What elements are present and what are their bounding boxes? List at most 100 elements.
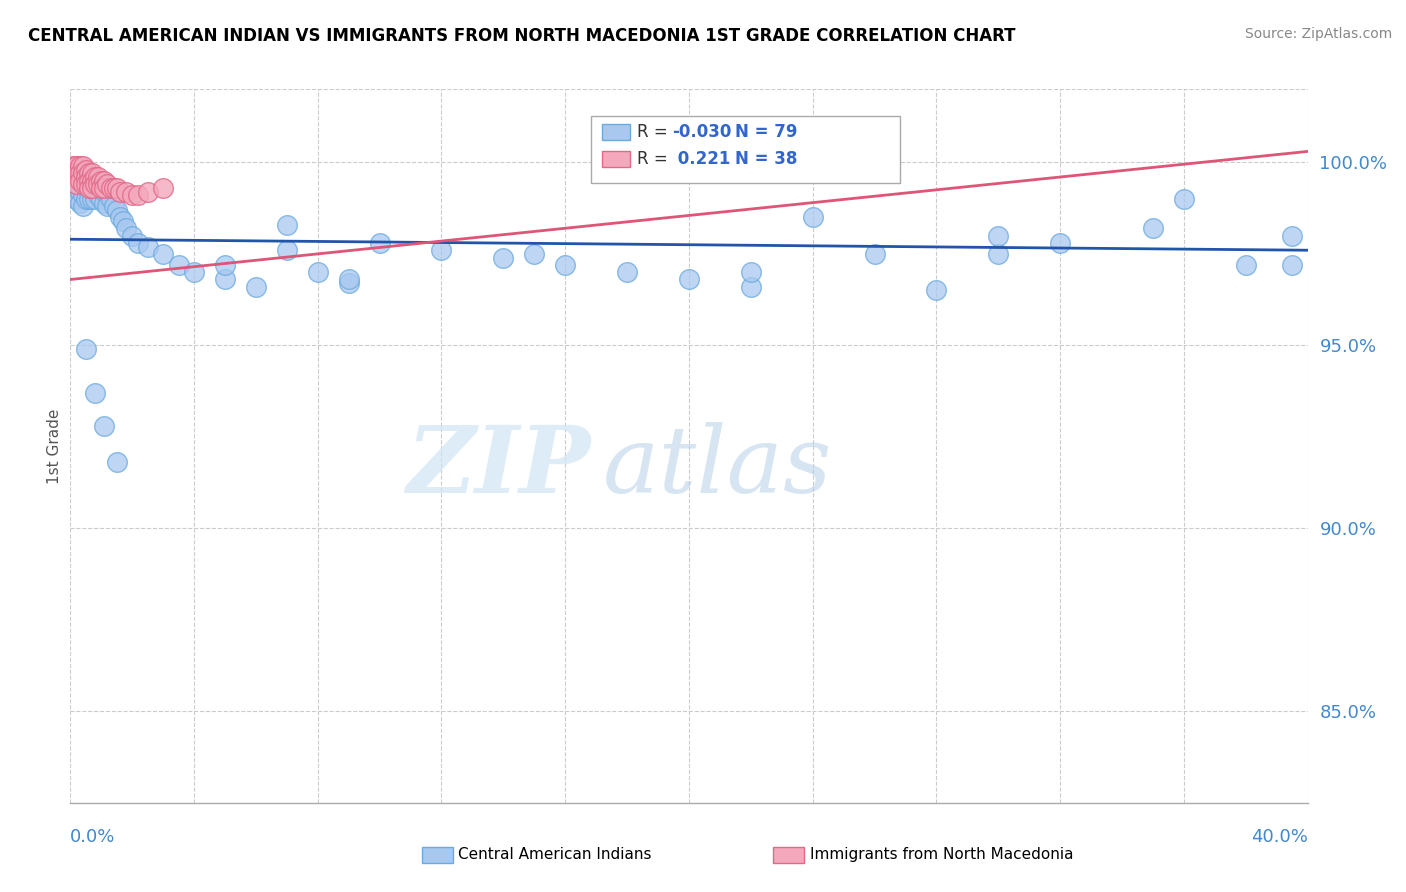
Point bbox=[84, 169, 107, 184]
Point bbox=[245, 280, 267, 294]
Point bbox=[523, 247, 546, 261]
Point bbox=[127, 188, 149, 202]
Text: 0.221: 0.221 bbox=[672, 150, 731, 168]
Point bbox=[337, 272, 360, 286]
Point bbox=[65, 192, 87, 206]
Point bbox=[127, 235, 149, 250]
Point bbox=[69, 185, 91, 199]
Point bbox=[75, 169, 97, 184]
Point bbox=[96, 199, 118, 213]
Point bbox=[62, 169, 84, 184]
Text: R =: R = bbox=[637, 123, 673, 141]
Point bbox=[1142, 221, 1164, 235]
Point bbox=[69, 174, 91, 188]
Point bbox=[103, 181, 125, 195]
Point bbox=[80, 192, 103, 206]
Point bbox=[152, 247, 174, 261]
Point bbox=[96, 188, 118, 202]
Point bbox=[1281, 228, 1303, 243]
Point bbox=[96, 178, 118, 192]
Point bbox=[80, 181, 103, 195]
Point bbox=[276, 244, 298, 258]
Text: N = 38: N = 38 bbox=[735, 150, 797, 168]
Point bbox=[65, 181, 87, 195]
Point bbox=[616, 265, 638, 279]
Point bbox=[90, 174, 112, 188]
Point bbox=[105, 202, 128, 217]
Point bbox=[75, 162, 97, 177]
Point bbox=[87, 178, 110, 192]
Point bbox=[80, 174, 103, 188]
Point bbox=[1049, 235, 1071, 250]
Point bbox=[77, 181, 100, 195]
Point bbox=[115, 185, 138, 199]
Point bbox=[72, 188, 94, 202]
Text: Source: ZipAtlas.com: Source: ZipAtlas.com bbox=[1244, 27, 1392, 41]
Point bbox=[72, 199, 94, 213]
Point bbox=[77, 192, 100, 206]
Point bbox=[863, 247, 886, 261]
Point bbox=[121, 228, 143, 243]
Point bbox=[105, 181, 128, 195]
Point bbox=[75, 192, 97, 206]
Text: atlas: atlas bbox=[602, 423, 832, 512]
Point bbox=[167, 258, 190, 272]
Point bbox=[65, 159, 87, 173]
Point bbox=[121, 188, 143, 202]
Point bbox=[80, 181, 103, 195]
Point bbox=[115, 221, 138, 235]
Point bbox=[307, 265, 329, 279]
Point bbox=[90, 181, 112, 195]
Point bbox=[77, 174, 100, 188]
Point bbox=[136, 185, 159, 199]
Point bbox=[77, 166, 100, 180]
Point bbox=[69, 195, 91, 210]
Point bbox=[276, 218, 298, 232]
Point bbox=[84, 178, 107, 192]
Point bbox=[77, 169, 100, 184]
Point bbox=[90, 181, 112, 195]
Point bbox=[987, 228, 1010, 243]
Point bbox=[87, 169, 110, 184]
Point bbox=[430, 244, 453, 258]
Point bbox=[108, 185, 131, 199]
Point bbox=[136, 239, 159, 253]
Text: 40.0%: 40.0% bbox=[1251, 829, 1308, 847]
Point bbox=[1281, 258, 1303, 272]
Point bbox=[93, 174, 115, 188]
Point bbox=[987, 247, 1010, 261]
Point bbox=[1173, 192, 1195, 206]
Text: -0.030: -0.030 bbox=[672, 123, 731, 141]
Text: Immigrants from North Macedonia: Immigrants from North Macedonia bbox=[810, 847, 1073, 862]
Point bbox=[72, 178, 94, 192]
Point bbox=[105, 455, 128, 469]
Point bbox=[87, 188, 110, 202]
Text: CENTRAL AMERICAN INDIAN VS IMMIGRANTS FROM NORTH MACEDONIA 1ST GRADE CORRELATION: CENTRAL AMERICAN INDIAN VS IMMIGRANTS FR… bbox=[28, 27, 1015, 45]
Text: N = 79: N = 79 bbox=[735, 123, 797, 141]
Point bbox=[72, 166, 94, 180]
Point bbox=[62, 159, 84, 173]
Point bbox=[93, 185, 115, 199]
Point bbox=[801, 211, 824, 225]
Point bbox=[72, 178, 94, 192]
Point bbox=[100, 192, 122, 206]
Point bbox=[65, 178, 87, 192]
Point bbox=[84, 192, 107, 206]
Point bbox=[75, 181, 97, 195]
Point bbox=[75, 174, 97, 188]
Point bbox=[152, 181, 174, 195]
Point bbox=[80, 166, 103, 180]
Point bbox=[111, 214, 134, 228]
Point bbox=[214, 272, 236, 286]
Point bbox=[69, 159, 91, 173]
Point bbox=[62, 181, 84, 195]
Point bbox=[368, 235, 391, 250]
Point bbox=[69, 162, 91, 177]
Point bbox=[72, 166, 94, 180]
Point bbox=[69, 174, 91, 188]
Text: Central American Indians: Central American Indians bbox=[458, 847, 652, 862]
Point bbox=[84, 386, 107, 401]
Point bbox=[740, 265, 762, 279]
Text: ZIP: ZIP bbox=[406, 423, 591, 512]
Point bbox=[65, 166, 87, 180]
